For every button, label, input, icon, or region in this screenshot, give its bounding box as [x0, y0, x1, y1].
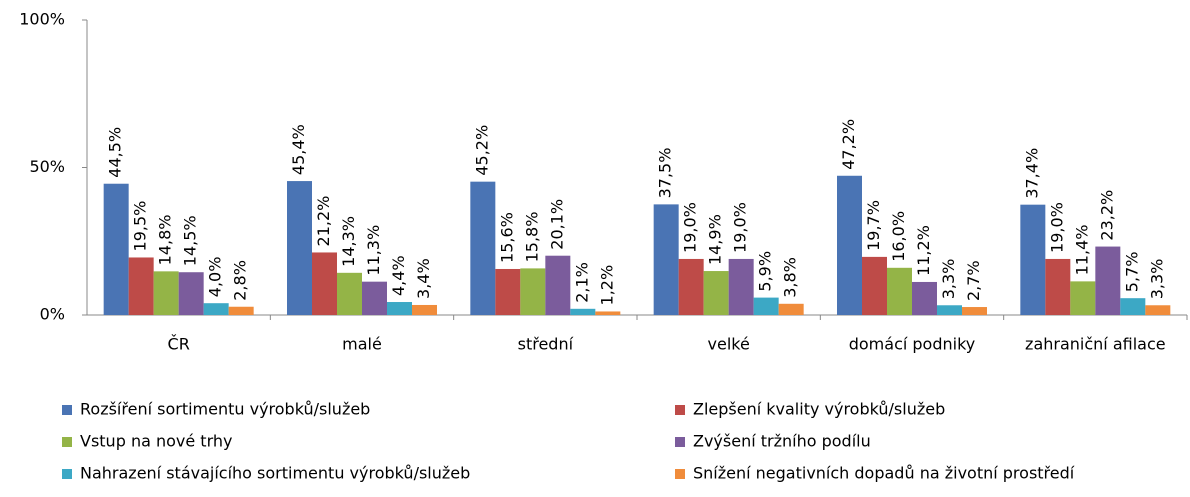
x-tick-label: zahraniční afilace — [1025, 335, 1166, 354]
bar — [703, 271, 729, 315]
bar — [1120, 298, 1146, 315]
value-label: 19,0% — [681, 202, 700, 253]
bar — [287, 181, 312, 315]
x-tick-label: střední — [518, 335, 574, 354]
legend-label: Zlepšení kvality výrobků/služeb — [693, 400, 945, 419]
value-label: 23,2% — [1097, 190, 1116, 241]
bar — [387, 302, 412, 315]
bar — [412, 304, 437, 315]
x-tick-label: ČR — [168, 335, 190, 354]
value-label: 15,6% — [497, 212, 516, 263]
value-label: 3,8% — [781, 257, 800, 298]
value-label: 19,7% — [864, 200, 883, 251]
y-tick-label: 100% — [19, 10, 65, 29]
value-label: 14,3% — [339, 216, 358, 267]
bar — [753, 297, 779, 315]
value-label: 5,7% — [1122, 252, 1141, 293]
value-label: 11,2% — [914, 225, 933, 276]
value-label: 44,5% — [106, 127, 125, 178]
bar — [203, 303, 229, 315]
value-label: 4,4% — [389, 255, 408, 296]
legend-swatch — [675, 405, 685, 415]
bar — [887, 267, 912, 315]
value-label: 14,9% — [706, 214, 725, 265]
bar — [228, 306, 254, 315]
bar — [178, 272, 204, 315]
value-label: 16,0% — [889, 211, 908, 262]
legend-label: Vstup na nové trhy — [80, 432, 232, 451]
x-tick-label: malé — [342, 335, 382, 354]
legend-swatch — [675, 469, 685, 479]
legend-swatch — [62, 469, 72, 479]
bar — [1045, 258, 1071, 315]
value-label: 45,4% — [289, 124, 308, 175]
bar — [937, 305, 962, 315]
bar — [470, 181, 496, 315]
bar — [570, 308, 596, 315]
value-label: 2,1% — [572, 262, 591, 303]
bar — [728, 258, 754, 315]
legend-swatch — [675, 437, 685, 447]
bar — [837, 175, 862, 315]
value-label: 47,2% — [839, 119, 858, 170]
value-label: 2,7% — [964, 260, 983, 301]
bar — [1145, 305, 1171, 315]
value-label: 14,5% — [181, 215, 200, 266]
value-label: 15,8% — [522, 212, 541, 263]
value-label: 19,0% — [1047, 202, 1066, 253]
bar — [545, 255, 571, 315]
bar — [312, 252, 337, 315]
legend-label: Rozšíření sortimentu výrobků/služeb — [80, 400, 370, 419]
bar — [653, 204, 679, 315]
bar — [337, 272, 362, 315]
bar — [153, 271, 179, 315]
bar — [1020, 204, 1046, 315]
value-label: 19,5% — [131, 201, 150, 252]
bar — [128, 257, 154, 315]
value-label: 3,4% — [414, 258, 433, 299]
bar — [778, 303, 804, 315]
x-tick-label: velké — [708, 335, 750, 354]
bar — [495, 268, 521, 315]
legend-label: Snížení negativních dopadů na životní pr… — [693, 464, 1075, 483]
value-label: 20,1% — [547, 199, 566, 250]
bar — [1070, 281, 1096, 315]
bar — [103, 183, 129, 315]
bar — [862, 256, 887, 315]
value-label: 4,0% — [206, 257, 225, 298]
bar — [595, 311, 621, 315]
value-label: 45,2% — [472, 125, 491, 176]
value-label: 11,4% — [1072, 225, 1091, 276]
value-label: 14,8% — [156, 215, 175, 266]
value-label: 3,3% — [1147, 259, 1166, 300]
legend-swatch — [62, 405, 72, 415]
bar — [678, 258, 704, 315]
value-label: 5,9% — [756, 251, 775, 292]
bar — [520, 268, 546, 315]
value-label: 2,8% — [231, 260, 250, 301]
legend-label: Zvýšení tržního podílu — [693, 432, 871, 451]
bar — [962, 307, 987, 315]
legend-label: Nahrazení stávajícího sortimentu výrobků… — [80, 464, 470, 483]
value-label: 21,2% — [314, 196, 333, 247]
value-label: 1,2% — [597, 265, 616, 306]
y-tick-label: 0% — [40, 305, 65, 324]
legend-swatch — [62, 437, 72, 447]
value-label: 3,3% — [939, 259, 958, 300]
bar — [1095, 246, 1121, 315]
value-label: 11,3% — [364, 225, 383, 276]
y-tick-label: 50% — [29, 157, 65, 176]
x-tick-label: domácí podniky — [849, 335, 976, 354]
bar — [912, 281, 937, 315]
value-label: 37,5% — [656, 148, 675, 199]
value-label: 19,0% — [731, 202, 750, 253]
value-label: 37,4% — [1022, 148, 1041, 199]
bar — [362, 281, 387, 315]
